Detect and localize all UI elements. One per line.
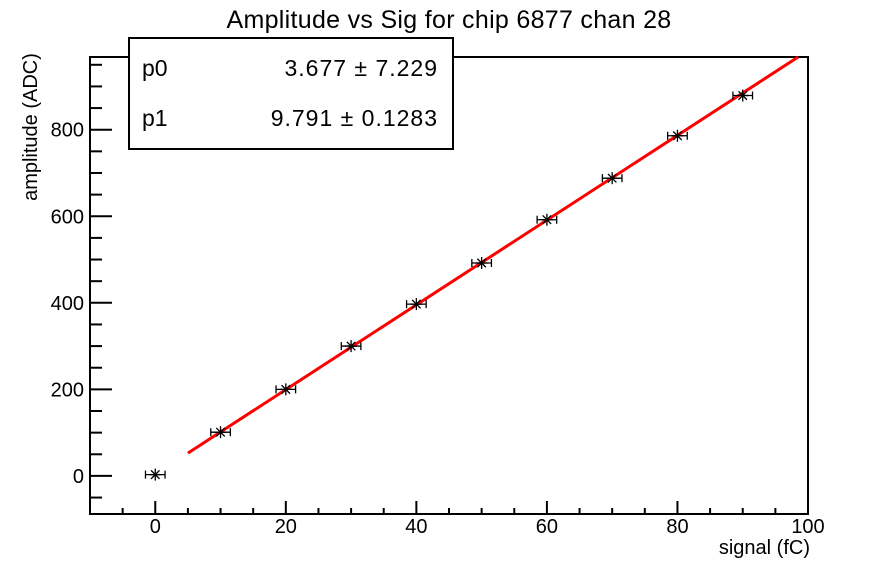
x-tick-label: 40 bbox=[405, 516, 427, 538]
x-tick-label: 100 bbox=[791, 516, 824, 538]
stats-row-p1: p1 9.791 ± 0.1283 bbox=[130, 105, 452, 132]
x-tick-label: 20 bbox=[275, 516, 297, 538]
param-p0-name: p0 bbox=[142, 54, 168, 81]
x-tick-label: 80 bbox=[666, 516, 688, 538]
x-tick-label: 0 bbox=[150, 516, 161, 538]
y-axis-title: amplitude (ADC) bbox=[20, 53, 42, 201]
data-point-marker bbox=[215, 427, 226, 437]
stats-row-p0: p0 3.677 ± 7.229 bbox=[130, 55, 452, 82]
data-point-marker bbox=[150, 469, 160, 480]
data-point-marker bbox=[607, 173, 617, 183]
data-point-marker bbox=[672, 131, 683, 141]
plot-title: Amplitude vs Sig for chip 6877 chan 28 bbox=[226, 6, 672, 34]
x-tick-label: 60 bbox=[536, 516, 558, 538]
data-point-marker bbox=[738, 90, 748, 101]
data-point-marker bbox=[346, 341, 356, 351]
param-p1-value: 9.791 ± 0.1283 bbox=[270, 105, 438, 132]
param-p1-name: p1 bbox=[142, 105, 168, 132]
y-tick-label: 400 bbox=[51, 293, 84, 315]
y-tick-label: 800 bbox=[51, 120, 84, 142]
y-tick-label: 200 bbox=[51, 379, 84, 401]
data-point-marker bbox=[542, 215, 552, 225]
data-point-marker bbox=[476, 258, 487, 268]
param-p0-value: 3.677 ± 7.229 bbox=[284, 54, 438, 81]
x-axis-title: signal (fC) bbox=[718, 537, 810, 559]
fit-line bbox=[187, 55, 799, 455]
y-tick-label: 0 bbox=[73, 466, 84, 488]
fit-stats-box: p0 3.677 ± 7.229 p1 9.791 ± 0.1283 bbox=[128, 37, 454, 150]
data-point-marker bbox=[281, 384, 291, 395]
y-tick-label: 600 bbox=[51, 206, 84, 228]
data-point-marker bbox=[411, 299, 422, 309]
